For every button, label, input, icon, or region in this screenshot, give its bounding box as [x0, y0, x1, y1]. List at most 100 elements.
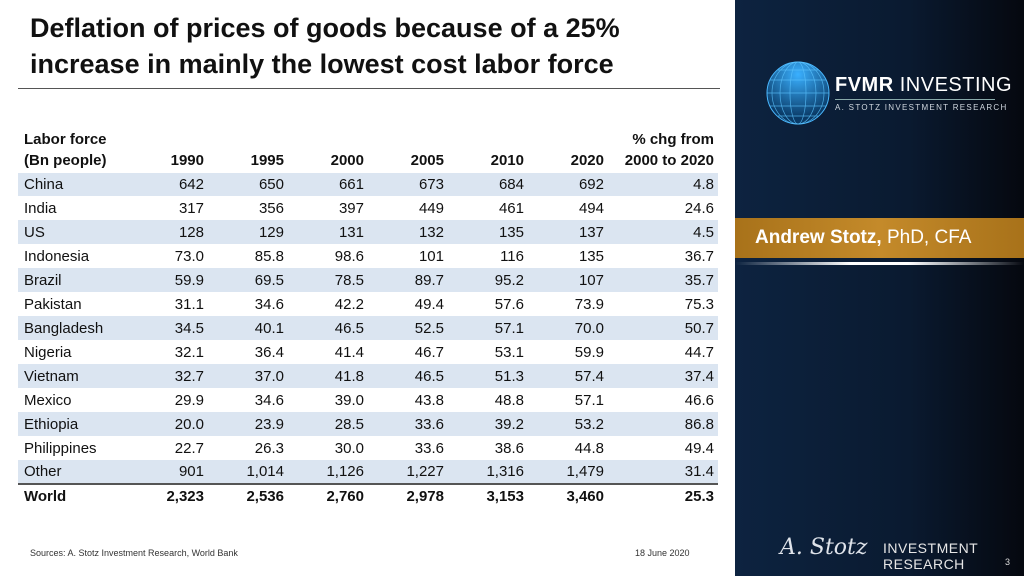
cell-value: 53.2 — [528, 412, 608, 436]
sources-note: Sources: A. Stotz Investment Research, W… — [30, 548, 238, 558]
cell-value: 129 — [208, 220, 288, 244]
cell-value: 46.5 — [288, 316, 368, 340]
cell-value: 52.5 — [368, 316, 448, 340]
cell-value: 137 — [528, 220, 608, 244]
row-label: Other — [18, 460, 138, 484]
table-row: China 642 650 661 673 684 692 4.8 — [18, 172, 718, 196]
presenter-credentials: PhD, CFA — [881, 227, 972, 248]
cell-value: 33.6 — [414, 439, 444, 457]
cell-value: 661 — [288, 172, 368, 196]
cell-value: 43.8 — [414, 391, 444, 409]
table-row: Other 901 1,014 1,126 1,227 1,316 1,479 31.4 — [18, 460, 718, 484]
cell-value: 107 — [528, 268, 608, 292]
column-header: 1995 — [208, 150, 288, 173]
row-label: India — [24, 199, 57, 217]
cell-value: 673 — [368, 172, 448, 196]
cell-value: 98.6 — [334, 247, 364, 265]
column-header: 2000 to 2020 — [608, 150, 718, 173]
column-header — [528, 128, 608, 150]
slide-title: Deflation of prices of goods because of … — [30, 13, 620, 79]
cell-value: 4.8 — [608, 172, 718, 196]
row-label: Mexico — [24, 391, 72, 409]
name-divider — [735, 262, 1024, 265]
cell-value: 46.5 — [368, 364, 448, 388]
cell-value: 78.5 — [288, 268, 368, 292]
cell-value: 101 — [418, 247, 444, 265]
cell-value: 57.6 — [494, 295, 524, 313]
cell-value: 36.4 — [254, 343, 284, 361]
cell-value: 317 — [178, 199, 204, 217]
cell-value: 35.7 — [608, 268, 718, 292]
cell-value: 86.8 — [608, 412, 718, 436]
cell-value: 39.2 — [448, 412, 528, 436]
row-label: Nigeria — [24, 343, 72, 361]
row-label: Philippines — [24, 439, 97, 457]
cell-value: 461 — [498, 199, 524, 217]
cell-value: 31.1 — [174, 295, 204, 313]
row-label: Bangladesh — [18, 316, 138, 340]
cell-value: 31.4 — [608, 460, 718, 484]
cell-value: 23.9 — [208, 412, 288, 436]
cell-value: 22.7 — [174, 439, 204, 457]
cell-value: 48.8 — [494, 391, 524, 409]
cell-value: 34.5 — [138, 316, 208, 340]
cell-value: 4.5 — [608, 220, 718, 244]
column-header: Labor force — [24, 130, 107, 148]
cell-value: 901 — [138, 460, 208, 484]
row-label: China — [18, 172, 138, 196]
row-label: Brazil — [18, 268, 138, 292]
cell-value: 28.5 — [288, 412, 368, 436]
cell-value: 20.0 — [138, 412, 208, 436]
cell-value: 37.0 — [208, 364, 288, 388]
brand-bold: FVMR — [835, 74, 894, 96]
cell-value: 1,316 — [448, 460, 528, 484]
table-row: Mexico 29.9 34.6 39.0 43.8 48.8 57.1 46.6 — [18, 388, 718, 412]
cell-value: 2,760 — [288, 483, 368, 508]
row-label: Indonesia — [24, 247, 90, 265]
cell-value: 57.1 — [574, 391, 604, 409]
cell-value: 32.1 — [174, 343, 204, 361]
cell-value: 128 — [138, 220, 208, 244]
cell-value: 46.7 — [414, 343, 444, 361]
cell-value: 57.1 — [448, 316, 528, 340]
title-divider — [18, 88, 720, 89]
globe-logo-icon — [766, 61, 830, 125]
cell-value: 26.3 — [254, 439, 284, 457]
cell-value: 41.4 — [334, 343, 364, 361]
brand-panel: FVMR INVESTING A. STOTZ INVESTMENT RESEA… — [735, 0, 1024, 576]
table-row: Indonesia 73.0 85.8 98.6 101 116 135 36.7 — [18, 244, 718, 268]
cell-value: 1,227 — [368, 460, 448, 484]
cell-value: 89.7 — [368, 268, 448, 292]
header-row: (Bn people) 1990 1995 2000 2005 2010 2020 2000 … — [18, 150, 718, 173]
cell-value: 34.6 — [254, 391, 284, 409]
page-number: 3 — [1005, 557, 1011, 567]
row-label: US — [18, 220, 138, 244]
cell-value: 3,460 — [528, 483, 608, 508]
column-header — [448, 128, 528, 150]
brand-rest: INVESTING — [893, 74, 1013, 96]
row-label: Pakistan — [24, 295, 82, 313]
investment-research-logo: INVESTMENT RESEARCH — [883, 540, 978, 572]
cell-value: 38.6 — [494, 439, 524, 457]
cell-value: 51.3 — [448, 364, 528, 388]
cell-value: 53.1 — [494, 343, 524, 361]
cell-value: 1,479 — [528, 460, 608, 484]
cell-value: 135 — [578, 247, 604, 265]
cell-value: 494 — [578, 199, 604, 217]
table-row: Nigeria 32.1 36.4 41.4 46.7 53.1 59.9 44.7 — [18, 340, 718, 364]
presenter-name-bar: Andrew Stotz, PhD, CFA — [735, 218, 1024, 258]
column-header — [138, 128, 208, 150]
table-row: Ethiopia 20.0 23.9 28.5 33.6 39.2 53.2 86.8 — [18, 412, 718, 436]
cell-value: 449 — [418, 199, 444, 217]
cell-value: 59.9 — [574, 343, 604, 361]
cell-value: 30.0 — [334, 439, 364, 457]
cell-value: 59.9 — [138, 268, 208, 292]
cell-value: 46.6 — [684, 391, 714, 409]
cell-value: 135 — [448, 220, 528, 244]
signature-logo: A. Stotz — [780, 535, 868, 560]
cell-value: 69.5 — [208, 268, 288, 292]
column-header: 2000 — [288, 150, 368, 173]
ir-line1: INVESTMENT — [883, 540, 979, 556]
cell-value: 692 — [528, 172, 608, 196]
cell-value: 85.8 — [254, 247, 284, 265]
